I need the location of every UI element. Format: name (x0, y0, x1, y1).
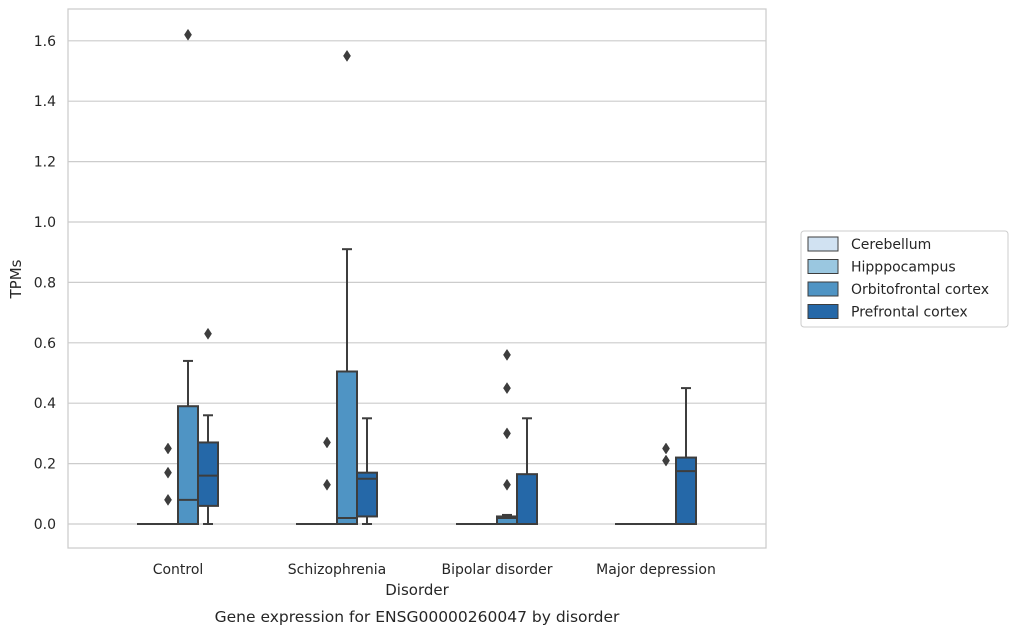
y-tick-label: 0.4 (34, 396, 56, 412)
x-axis-title: Disorder (385, 581, 449, 599)
legend-frame (800, 230, 1009, 328)
legend-swatch (807, 236, 839, 252)
box-body (675, 456, 697, 525)
y-tick-label: 0.2 (34, 457, 56, 473)
y-axis-title: TPMs (7, 259, 25, 299)
x-tick-labels: Control Schizophrenia Bipolar disorder Majo… (153, 562, 716, 578)
boxes-layer (137, 28, 697, 526)
box-3-1 (356, 417, 378, 525)
outlier-point (164, 493, 172, 506)
plot-area (67, 8, 767, 549)
legend-label: Hipppocampus (851, 260, 956, 276)
outlier-point (662, 454, 670, 467)
legend-swatch (807, 259, 839, 274)
y-tick-label: 0.0 (34, 517, 56, 533)
outlier-point (323, 478, 331, 491)
outlier-point (204, 327, 212, 340)
outlier-point (323, 436, 331, 449)
y-tick-label: 1.4 (34, 94, 56, 110)
figure-caption: Gene expression for ENSG00000260047 by d… (215, 608, 620, 626)
outlier-point (503, 348, 511, 361)
x-tick-label: Major depression (596, 562, 716, 578)
y-tick-label: 1.2 (34, 155, 56, 171)
box-body (516, 473, 538, 526)
outlier-point (164, 442, 172, 455)
outlier-point (662, 442, 670, 455)
outlier-point (503, 382, 511, 395)
box-body (356, 471, 378, 518)
y-tick-label: 1.0 (34, 215, 56, 231)
x-tick-label: Schizophrenia (288, 562, 386, 578)
outlier-point (164, 466, 172, 479)
y-tick-label: 1.6 (34, 34, 56, 50)
box-body (197, 441, 219, 507)
outlier-point (184, 28, 192, 41)
y-tick-label: 0.8 (34, 275, 56, 291)
legend-label: Cerebellum (851, 237, 931, 253)
x-tick-label: Control (153, 562, 204, 578)
outlier-point (503, 427, 511, 440)
box-3-3 (675, 387, 697, 525)
legend-swatch (807, 304, 839, 319)
outlier-point (343, 49, 351, 62)
legend-label: Orbitofrontal cortex (851, 282, 989, 298)
box-body (336, 370, 358, 525)
legend-swatch (807, 281, 839, 297)
box-2-3 (655, 442, 677, 526)
x-tick-label: Bipolar disorder (441, 562, 552, 578)
legend-label: Prefrontal cortex (851, 305, 968, 321)
box-body (177, 405, 199, 525)
box-1-0 (157, 442, 179, 526)
y-tick-labels: 0.0 0.2 0.4 0.6 0.8 1.0 1.2 1.4 1.6 (34, 34, 56, 533)
legend: Cerebellum Hipppocampus Orbitofrontal cort… (800, 230, 1009, 328)
box-2-1 (336, 49, 358, 525)
y-tick-label: 0.6 (34, 336, 56, 352)
box-1-1 (316, 436, 338, 526)
box-3-2 (516, 417, 538, 526)
outlier-point (503, 478, 511, 491)
box-3-0 (197, 327, 219, 525)
